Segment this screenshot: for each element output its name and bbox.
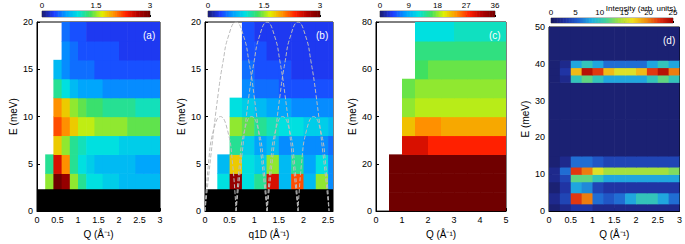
svg-text:10: 10 bbox=[595, 8, 604, 17]
svg-text:18: 18 bbox=[433, 1, 442, 10]
svg-text:E (meV): E (meV) bbox=[520, 101, 531, 138]
svg-text:0: 0 bbox=[546, 215, 551, 225]
svg-text:36: 36 bbox=[491, 1, 500, 10]
svg-text:0: 0 bbox=[373, 215, 378, 225]
svg-text:(b): (b) bbox=[316, 30, 328, 41]
svg-text:0.5: 0.5 bbox=[564, 215, 577, 225]
svg-text:20: 20 bbox=[191, 17, 201, 27]
svg-text:0: 0 bbox=[549, 8, 554, 17]
svg-text:20: 20 bbox=[362, 159, 372, 169]
svg-text:1: 1 bbox=[399, 215, 404, 225]
svg-text:Q (Å⁻¹): Q (Å⁻¹) bbox=[599, 228, 629, 240]
svg-text:10: 10 bbox=[23, 112, 33, 122]
svg-text:3: 3 bbox=[451, 215, 456, 225]
svg-text:0: 0 bbox=[367, 206, 372, 216]
svg-text:2: 2 bbox=[301, 215, 306, 225]
svg-text:(d): (d) bbox=[663, 35, 675, 46]
svg-text:0.5: 0.5 bbox=[51, 215, 64, 225]
svg-text:5: 5 bbox=[573, 8, 578, 17]
svg-text:0: 0 bbox=[540, 206, 545, 216]
svg-text:Intensity (arb. units): Intensity (arb. units) bbox=[606, 4, 677, 13]
svg-text:(a): (a) bbox=[143, 30, 155, 41]
svg-text:9: 9 bbox=[407, 1, 412, 10]
svg-text:2.5: 2.5 bbox=[133, 215, 146, 225]
svg-text:10: 10 bbox=[191, 112, 201, 122]
svg-text:3: 3 bbox=[157, 215, 162, 225]
svg-text:1.5: 1.5 bbox=[273, 215, 286, 225]
svg-text:0: 0 bbox=[378, 1, 383, 10]
svg-text:15: 15 bbox=[23, 64, 33, 74]
svg-text:15: 15 bbox=[191, 64, 201, 74]
svg-text:0: 0 bbox=[206, 1, 211, 10]
svg-text:5: 5 bbox=[196, 159, 201, 169]
svg-text:3: 3 bbox=[318, 1, 323, 10]
svg-text:2: 2 bbox=[633, 215, 638, 225]
svg-text:2.5: 2.5 bbox=[322, 215, 335, 225]
svg-text:E (meV): E (meV) bbox=[8, 98, 19, 135]
svg-text:2: 2 bbox=[425, 215, 430, 225]
svg-text:0: 0 bbox=[196, 206, 201, 216]
svg-text:1: 1 bbox=[75, 215, 80, 225]
svg-text:0: 0 bbox=[34, 215, 39, 225]
svg-text:(c): (c) bbox=[489, 30, 501, 41]
svg-text:1.5: 1.5 bbox=[258, 1, 270, 10]
svg-text:10: 10 bbox=[535, 169, 545, 179]
svg-text:0: 0 bbox=[40, 1, 45, 10]
svg-text:1: 1 bbox=[590, 215, 595, 225]
svg-text:50: 50 bbox=[535, 22, 545, 32]
svg-text:E (meV): E (meV) bbox=[347, 98, 358, 135]
svg-text:80: 80 bbox=[362, 17, 372, 27]
svg-text:2: 2 bbox=[116, 215, 121, 225]
svg-text:20: 20 bbox=[23, 17, 33, 27]
svg-text:5: 5 bbox=[503, 215, 508, 225]
svg-text:60: 60 bbox=[362, 64, 372, 74]
svg-text:0: 0 bbox=[28, 206, 33, 216]
svg-text:0: 0 bbox=[202, 215, 207, 225]
svg-text:1.5: 1.5 bbox=[90, 1, 102, 10]
svg-text:5: 5 bbox=[28, 159, 33, 169]
svg-text:27: 27 bbox=[462, 1, 471, 10]
svg-text:1: 1 bbox=[252, 215, 257, 225]
svg-text:2.5: 2.5 bbox=[651, 215, 664, 225]
svg-text:0.5: 0.5 bbox=[223, 215, 236, 225]
svg-text:1.5: 1.5 bbox=[92, 215, 105, 225]
svg-text:30: 30 bbox=[535, 96, 545, 106]
svg-text:40: 40 bbox=[362, 112, 372, 122]
svg-text:Q (Å⁻¹): Q (Å⁻¹) bbox=[83, 228, 113, 240]
svg-text:3: 3 bbox=[148, 1, 153, 10]
svg-text:4: 4 bbox=[477, 215, 482, 225]
svg-text:40: 40 bbox=[535, 59, 545, 69]
svg-text:q1D (Å⁻¹): q1D (Å⁻¹) bbox=[249, 228, 290, 240]
svg-text:3: 3 bbox=[677, 215, 682, 225]
svg-text:1.5: 1.5 bbox=[608, 215, 621, 225]
svg-text:20: 20 bbox=[535, 132, 545, 142]
svg-text:Q (Å⁻¹): Q (Å⁻¹) bbox=[426, 228, 456, 240]
svg-text:E (meV): E (meV) bbox=[176, 98, 187, 135]
